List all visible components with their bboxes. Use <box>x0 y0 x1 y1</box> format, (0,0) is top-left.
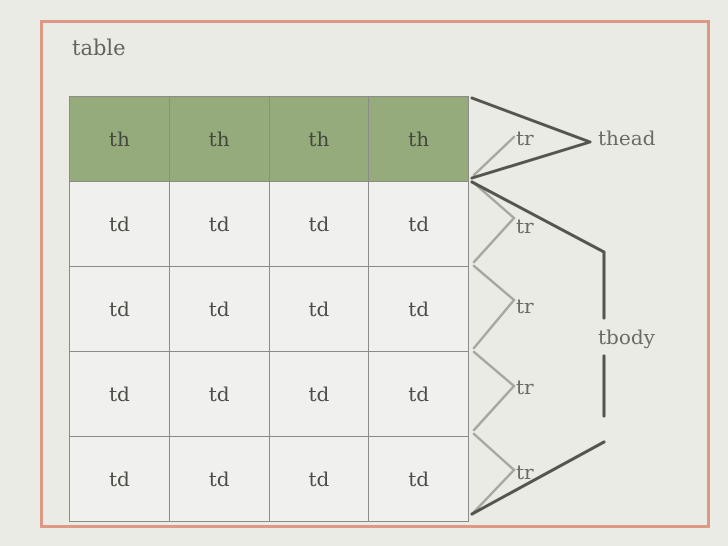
body-cell: td <box>368 351 469 437</box>
body-cell: td <box>268 436 370 522</box>
body-cell: td <box>69 351 170 437</box>
tr-label: tr <box>516 214 534 238</box>
table-diagram: th th th th td td td td td td td td td t… <box>69 96 469 522</box>
body-cell: td <box>168 436 270 522</box>
tr-label: tr <box>516 294 534 318</box>
header-cell: th <box>368 96 469 182</box>
body-cell: td <box>268 266 370 352</box>
body-cell: td <box>168 181 270 267</box>
body-cell: td <box>168 351 270 437</box>
header-row: th th th th <box>69 96 469 182</box>
thead-bracket <box>470 96 592 180</box>
body-cell: td <box>69 266 170 352</box>
tr-bracket-line <box>472 432 516 514</box>
body-cell: td <box>368 436 469 522</box>
tr-label: tr <box>516 375 534 399</box>
header-cell: th <box>69 96 170 182</box>
slide-frame <box>40 20 710 528</box>
body-cell: td <box>168 266 270 352</box>
body-cell: td <box>368 181 469 267</box>
body-row: td td td td <box>69 351 469 437</box>
tbody-bracket-bottom <box>470 440 606 516</box>
body-cell: td <box>368 266 469 352</box>
thead-label: thead <box>598 126 656 150</box>
tr-label: tr <box>516 460 534 484</box>
body-row: td td td td <box>69 436 469 522</box>
slide-title: table <box>72 36 126 60</box>
tr-bracket-line <box>472 350 516 432</box>
body-cell: td <box>268 351 370 437</box>
tr-bracket-line <box>472 181 516 264</box>
tr-label: tr <box>516 126 534 150</box>
body-cell: td <box>69 181 170 267</box>
header-cell: th <box>268 96 370 182</box>
tr-bracket-line <box>472 135 516 177</box>
tbody-bracket-top <box>470 180 606 320</box>
body-row: td td td td <box>69 266 469 352</box>
header-cell: th <box>168 96 270 182</box>
body-cell: td <box>69 436 170 522</box>
body-cell: td <box>268 181 370 267</box>
tr-bracket-line <box>472 264 516 350</box>
body-row: td td td td <box>69 181 469 267</box>
tbody-label: tbody <box>598 325 655 349</box>
